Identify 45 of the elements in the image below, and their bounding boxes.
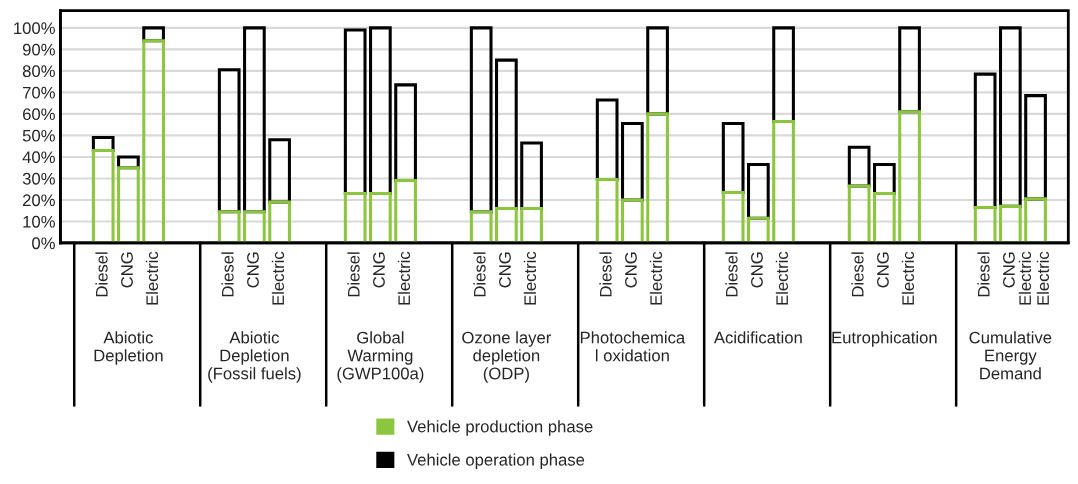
y-tick-label: 70% [23, 86, 55, 99]
y-tick-label: 0% [32, 237, 55, 250]
text: Photochemica l oxidation [580, 331, 686, 362]
x-tick-label: Electric [397, 251, 411, 305]
x-tick-label: Diesel [347, 252, 360, 297]
y-tick-label: 20% [22, 194, 55, 207]
y-tick-label: 40% [22, 151, 55, 164]
text: Cumulative Energy Demand [969, 331, 1052, 380]
y-tick-label: 100% [14, 22, 55, 35]
x-tick-label: Electric [775, 251, 789, 305]
text: Abiotic Depletion [94, 331, 163, 365]
x-tick-label: CNG [499, 252, 511, 288]
y-tick-label: 80% [22, 65, 55, 78]
x-tick-label: CNG [121, 252, 133, 288]
x-tick-label: CNG [1003, 252, 1015, 288]
text: Ozone layer depletion (ODP) [462, 331, 552, 383]
y-tick-label: 90% [22, 43, 55, 56]
y-tick-label: 10% [23, 215, 55, 228]
x-tick-label: CNG [877, 252, 889, 288]
text: Eutrophication [832, 331, 937, 347]
y-tick-label: 60% [23, 108, 55, 121]
x-tick-label: Electric Electric [1018, 251, 1049, 305]
x-tick-label: Diesel [473, 252, 486, 297]
x-tick-label: Electric [649, 251, 663, 305]
x-tick-label: Diesel [725, 252, 738, 297]
x-tick-label: Diesel [977, 252, 990, 297]
x-tick-label: CNG [751, 252, 763, 288]
x-tick-label: Electric [145, 251, 159, 305]
x-tick-label: Diesel [851, 252, 864, 297]
x-tick-label: Electric [901, 251, 915, 305]
x-tick-label: CNG [247, 252, 259, 288]
x-tick-label: CNG [373, 252, 385, 288]
text: Abiotic Depletion (Fossil fuels) [208, 331, 301, 383]
y-tick-label: 30% [22, 172, 55, 185]
legend-label: Vehicle operation phase [407, 453, 585, 469]
text: Global Warming (GWP100a) [337, 331, 424, 383]
x-tick-label: Diesel [599, 252, 612, 297]
x-tick-label: Diesel [95, 252, 108, 297]
x-tick-label: Diesel [221, 252, 234, 297]
y-tick-label: 50% [22, 129, 55, 142]
x-tick-label: Electric [523, 251, 537, 305]
x-tick-label: Electric [271, 251, 285, 305]
text: Acidification [713, 331, 802, 344]
x-tick-label: CNG [625, 252, 637, 288]
legend-label: Vehicle production phase [407, 420, 593, 436]
